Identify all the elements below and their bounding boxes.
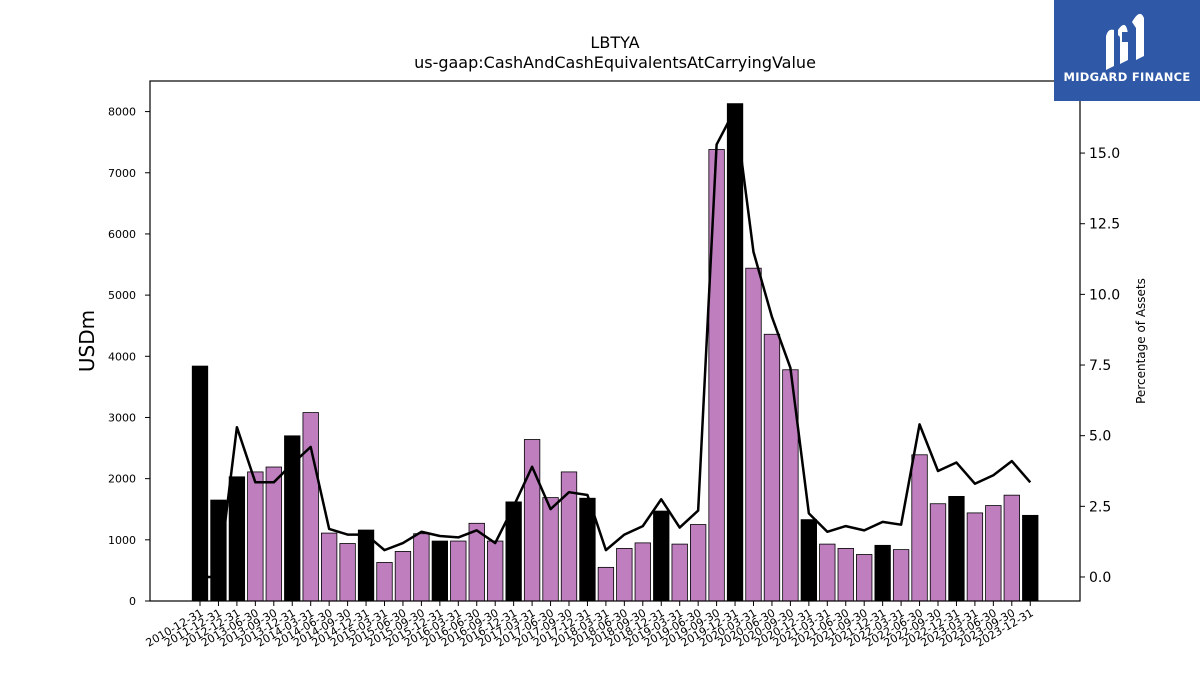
y-axis-label: USDm	[75, 310, 99, 372]
y-tick-label: 3000	[108, 411, 136, 424]
bar-2021-12-31	[874, 544, 891, 602]
bar-2019-09-30	[708, 149, 725, 602]
bar-2014-09-30	[339, 543, 356, 602]
logo-text: MIDGARD FINANCE	[1063, 70, 1191, 84]
bar-2023-09-30	[1003, 494, 1020, 602]
y-tick-label: 6000	[108, 228, 136, 241]
bar-2020-03-31	[745, 267, 762, 602]
bar-2018-06-30	[616, 547, 633, 602]
bar-2020-12-31	[800, 519, 817, 602]
bar-2019-03-31	[671, 543, 688, 602]
y-tick-label: 7000	[108, 167, 136, 180]
chart-subtitle: us-gaap:CashAndCashEquivalentsAtCarrying…	[414, 53, 816, 72]
bar-2015-03-31	[376, 562, 393, 602]
plot-frame	[149, 80, 1081, 602]
bar-2021-06-30	[837, 547, 854, 602]
bar-2015-12-31	[431, 540, 449, 602]
bar-2015-09-30	[413, 533, 430, 602]
bar-2012-12-31	[228, 476, 246, 602]
y2-tick-label: 0.0	[1089, 570, 1111, 586]
bar-2017-06-30	[542, 497, 559, 602]
bar-2022-09-30	[929, 503, 947, 602]
bar-2016-03-31	[450, 540, 467, 602]
bar-2022-03-31	[892, 549, 910, 602]
bar-2015-06-30	[394, 551, 412, 602]
bar-2018-03-31	[597, 566, 615, 602]
bar-2022-12-31	[948, 495, 965, 602]
bar-2023-12-31	[1022, 514, 1039, 602]
bar-2013-06-30	[247, 471, 264, 602]
bar-2018-12-31	[653, 510, 670, 602]
bar-2014-03-31	[302, 412, 319, 602]
bar-2013-09-30	[265, 466, 282, 602]
y-tick-label: 1000	[108, 534, 136, 547]
bar-2023-03-31	[966, 512, 984, 602]
bar-2018-09-30	[634, 542, 651, 602]
y2-tick-label: 15.0	[1089, 146, 1120, 162]
y2-axis-label: Percentage of Assets	[1134, 278, 1148, 404]
y2-tick-label: 7.5	[1089, 358, 1111, 374]
bar-2011-12-31	[210, 499, 227, 602]
bar-2017-03-31	[523, 439, 541, 602]
y2-tick-label: 10.0	[1089, 287, 1120, 303]
y-tick-label: 0	[129, 595, 136, 608]
y-tick-label: 5000	[108, 289, 136, 302]
y2-tick-label: 5.0	[1089, 429, 1111, 445]
midgard-logo-icon	[1106, 13, 1144, 70]
bar-2020-06-30	[763, 333, 781, 602]
y2-tick-label: 12.5	[1089, 217, 1120, 233]
midgard-finance-logo: MIDGARD FINANCE	[1054, 0, 1200, 101]
bar-2010-12-31	[191, 365, 209, 602]
bar-2022-06-30	[911, 454, 928, 602]
chart-title: LBTYA	[590, 33, 639, 52]
bar-2023-06-30	[985, 505, 1002, 602]
bar-2014-06-30	[320, 532, 338, 602]
bar-2021-09-30	[856, 554, 873, 602]
y-tick-label: 4000	[108, 350, 136, 363]
bar-2019-06-30	[690, 524, 707, 602]
bar-2019-12-31	[726, 103, 744, 602]
y2-tick-label: 2.5	[1089, 499, 1111, 515]
y-tick-label: 8000	[108, 106, 136, 119]
y-tick-label: 2000	[108, 473, 136, 486]
percentage-line	[200, 108, 1032, 579]
bar-2016-09-30	[487, 540, 504, 602]
bar-2021-03-31	[819, 543, 836, 602]
